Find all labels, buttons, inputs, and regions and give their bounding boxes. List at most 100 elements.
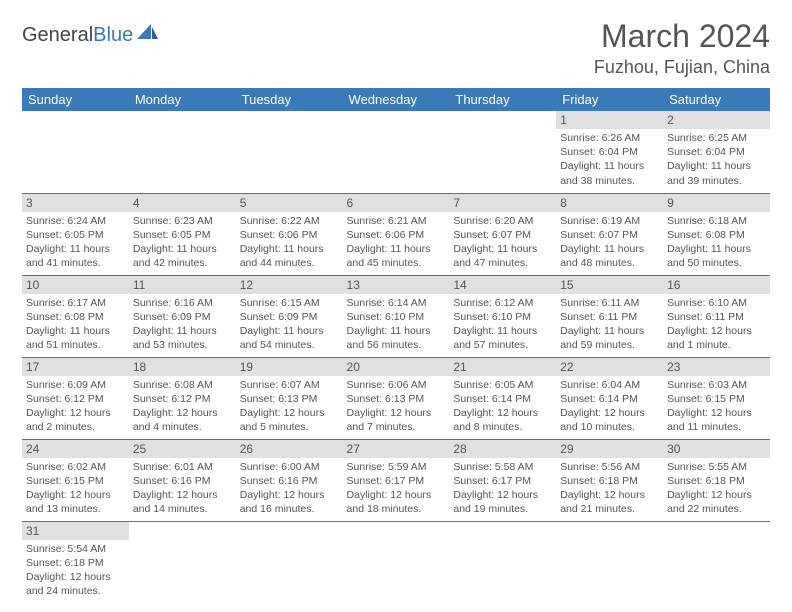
calendar-cell: 28Sunrise: 5:58 AMSunset: 6:17 PMDayligh… bbox=[449, 439, 556, 521]
day-header: Monday bbox=[129, 88, 236, 111]
sunset-text: Sunset: 6:18 PM bbox=[560, 474, 659, 488]
sunrise-text: Sunrise: 6:01 AM bbox=[133, 460, 232, 474]
logo-text: GeneralBlue bbox=[22, 24, 133, 47]
sunset-text: Sunset: 6:18 PM bbox=[26, 556, 125, 570]
calendar-cell: 31Sunrise: 5:54 AMSunset: 6:18 PMDayligh… bbox=[22, 521, 129, 603]
daylight-text: Daylight: 12 hours and 13 minutes. bbox=[26, 488, 125, 516]
day-number: 9 bbox=[663, 194, 770, 212]
sunset-text: Sunset: 6:09 PM bbox=[240, 310, 339, 324]
calendar-cell: 12Sunrise: 6:15 AMSunset: 6:09 PMDayligh… bbox=[236, 275, 343, 357]
sunset-text: Sunset: 6:05 PM bbox=[26, 228, 125, 242]
calendar-cell: 29Sunrise: 5:56 AMSunset: 6:18 PMDayligh… bbox=[556, 439, 663, 521]
day-info: Sunrise: 6:15 AMSunset: 6:09 PMDaylight:… bbox=[236, 294, 343, 357]
calendar-cell: 11Sunrise: 6:16 AMSunset: 6:09 PMDayligh… bbox=[129, 275, 236, 357]
calendar-cell-empty bbox=[236, 111, 343, 193]
day-number: 25 bbox=[129, 440, 236, 458]
day-info: Sunrise: 5:56 AMSunset: 6:18 PMDaylight:… bbox=[556, 458, 663, 521]
day-number: 15 bbox=[556, 276, 663, 294]
sunrise-text: Sunrise: 6:19 AM bbox=[560, 214, 659, 228]
daylight-text: Daylight: 11 hours and 48 minutes. bbox=[560, 242, 659, 270]
calendar-cell-empty bbox=[449, 111, 556, 193]
day-header: Sunday bbox=[22, 88, 129, 111]
day-info: Sunrise: 6:10 AMSunset: 6:11 PMDaylight:… bbox=[663, 294, 770, 357]
day-number: 31 bbox=[22, 522, 129, 540]
calendar-cell: 13Sunrise: 6:14 AMSunset: 6:10 PMDayligh… bbox=[343, 275, 450, 357]
calendar-cell: 7Sunrise: 6:20 AMSunset: 6:07 PMDaylight… bbox=[449, 193, 556, 275]
day-number: 5 bbox=[236, 194, 343, 212]
calendar-cell: 10Sunrise: 6:17 AMSunset: 6:08 PMDayligh… bbox=[22, 275, 129, 357]
day-info: Sunrise: 6:07 AMSunset: 6:13 PMDaylight:… bbox=[236, 376, 343, 439]
day-number: 16 bbox=[663, 276, 770, 294]
calendar-cell: 5Sunrise: 6:22 AMSunset: 6:06 PMDaylight… bbox=[236, 193, 343, 275]
day-number: 4 bbox=[129, 194, 236, 212]
day-info: Sunrise: 6:04 AMSunset: 6:14 PMDaylight:… bbox=[556, 376, 663, 439]
daylight-text: Daylight: 12 hours and 8 minutes. bbox=[453, 406, 552, 434]
calendar-cell: 17Sunrise: 6:09 AMSunset: 6:12 PMDayligh… bbox=[22, 357, 129, 439]
calendar-cell: 16Sunrise: 6:10 AMSunset: 6:11 PMDayligh… bbox=[663, 275, 770, 357]
sunrise-text: Sunrise: 6:23 AM bbox=[133, 214, 232, 228]
day-info: Sunrise: 5:54 AMSunset: 6:18 PMDaylight:… bbox=[22, 540, 129, 603]
daylight-text: Daylight: 12 hours and 1 minute. bbox=[667, 324, 766, 352]
sunset-text: Sunset: 6:13 PM bbox=[347, 392, 446, 406]
day-info: Sunrise: 6:06 AMSunset: 6:13 PMDaylight:… bbox=[343, 376, 450, 439]
calendar-cell: 24Sunrise: 6:02 AMSunset: 6:15 PMDayligh… bbox=[22, 439, 129, 521]
day-number: 28 bbox=[449, 440, 556, 458]
day-number: 13 bbox=[343, 276, 450, 294]
day-header: Wednesday bbox=[343, 88, 450, 111]
sunset-text: Sunset: 6:12 PM bbox=[26, 392, 125, 406]
day-info: Sunrise: 6:17 AMSunset: 6:08 PMDaylight:… bbox=[22, 294, 129, 357]
day-info: Sunrise: 6:03 AMSunset: 6:15 PMDaylight:… bbox=[663, 376, 770, 439]
sunset-text: Sunset: 6:17 PM bbox=[347, 474, 446, 488]
daylight-text: Daylight: 11 hours and 41 minutes. bbox=[26, 242, 125, 270]
day-info: Sunrise: 6:26 AMSunset: 6:04 PMDaylight:… bbox=[556, 129, 663, 192]
day-header: Tuesday bbox=[236, 88, 343, 111]
daylight-text: Daylight: 11 hours and 51 minutes. bbox=[26, 324, 125, 352]
daylight-text: Daylight: 11 hours and 44 minutes. bbox=[240, 242, 339, 270]
calendar-cell: 26Sunrise: 6:00 AMSunset: 6:16 PMDayligh… bbox=[236, 439, 343, 521]
daylight-text: Daylight: 12 hours and 22 minutes. bbox=[667, 488, 766, 516]
sunrise-text: Sunrise: 6:09 AM bbox=[26, 378, 125, 392]
day-info: Sunrise: 6:01 AMSunset: 6:16 PMDaylight:… bbox=[129, 458, 236, 521]
sunset-text: Sunset: 6:15 PM bbox=[26, 474, 125, 488]
calendar-cell-empty bbox=[236, 521, 343, 603]
day-number: 19 bbox=[236, 358, 343, 376]
sunset-text: Sunset: 6:05 PM bbox=[133, 228, 232, 242]
calendar-cell: 21Sunrise: 6:05 AMSunset: 6:14 PMDayligh… bbox=[449, 357, 556, 439]
sunset-text: Sunset: 6:06 PM bbox=[240, 228, 339, 242]
sunrise-text: Sunrise: 6:08 AM bbox=[133, 378, 232, 392]
day-number: 11 bbox=[129, 276, 236, 294]
calendar-row: 10Sunrise: 6:17 AMSunset: 6:08 PMDayligh… bbox=[22, 275, 770, 357]
daylight-text: Daylight: 12 hours and 16 minutes. bbox=[240, 488, 339, 516]
calendar-cell: 19Sunrise: 6:07 AMSunset: 6:13 PMDayligh… bbox=[236, 357, 343, 439]
sunrise-text: Sunrise: 6:11 AM bbox=[560, 296, 659, 310]
calendar-cell: 2Sunrise: 6:25 AMSunset: 6:04 PMDaylight… bbox=[663, 111, 770, 193]
daylight-text: Daylight: 12 hours and 14 minutes. bbox=[133, 488, 232, 516]
calendar-cell: 25Sunrise: 6:01 AMSunset: 6:16 PMDayligh… bbox=[129, 439, 236, 521]
sunrise-text: Sunrise: 6:15 AM bbox=[240, 296, 339, 310]
sunrise-text: Sunrise: 5:59 AM bbox=[347, 460, 446, 474]
sail-icon bbox=[137, 24, 159, 47]
sunrise-text: Sunrise: 6:14 AM bbox=[347, 296, 446, 310]
sunset-text: Sunset: 6:07 PM bbox=[453, 228, 552, 242]
sunset-text: Sunset: 6:09 PM bbox=[133, 310, 232, 324]
day-number: 8 bbox=[556, 194, 663, 212]
calendar-cell: 20Sunrise: 6:06 AMSunset: 6:13 PMDayligh… bbox=[343, 357, 450, 439]
calendar-cell-empty bbox=[129, 521, 236, 603]
calendar-cell: 4Sunrise: 6:23 AMSunset: 6:05 PMDaylight… bbox=[129, 193, 236, 275]
calendar-cell: 23Sunrise: 6:03 AMSunset: 6:15 PMDayligh… bbox=[663, 357, 770, 439]
daylight-text: Daylight: 12 hours and 7 minutes. bbox=[347, 406, 446, 434]
day-number: 18 bbox=[129, 358, 236, 376]
daylight-text: Daylight: 11 hours and 53 minutes. bbox=[133, 324, 232, 352]
day-info: Sunrise: 6:25 AMSunset: 6:04 PMDaylight:… bbox=[663, 129, 770, 192]
daylight-text: Daylight: 11 hours and 47 minutes. bbox=[453, 242, 552, 270]
calendar-cell: 18Sunrise: 6:08 AMSunset: 6:12 PMDayligh… bbox=[129, 357, 236, 439]
day-info: Sunrise: 6:24 AMSunset: 6:05 PMDaylight:… bbox=[22, 212, 129, 275]
day-info: Sunrise: 5:59 AMSunset: 6:17 PMDaylight:… bbox=[343, 458, 450, 521]
sunrise-text: Sunrise: 6:04 AM bbox=[560, 378, 659, 392]
day-info: Sunrise: 5:55 AMSunset: 6:18 PMDaylight:… bbox=[663, 458, 770, 521]
calendar-cell-empty bbox=[556, 521, 663, 603]
daylight-text: Daylight: 11 hours and 59 minutes. bbox=[560, 324, 659, 352]
sunrise-text: Sunrise: 6:26 AM bbox=[560, 131, 659, 145]
logo-part1: General bbox=[22, 24, 93, 46]
daylight-text: Daylight: 12 hours and 24 minutes. bbox=[26, 570, 125, 598]
